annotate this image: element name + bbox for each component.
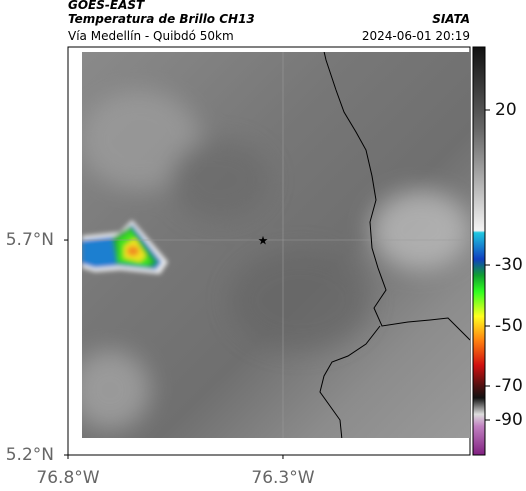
datetime: 2024-06-01 20:19	[362, 29, 470, 43]
ticks: 5.7°N 5.2°N 76.8°W 76.3°W 20 -30 -50 -70 -90	[6, 100, 523, 488]
subtitle: Vía Medellín - Quibdó 50km	[68, 29, 234, 43]
source: SIATA	[432, 12, 470, 26]
lat-tick-label: 5.7°N	[6, 230, 54, 250]
colorbar-tick-label: -50	[495, 316, 523, 336]
colorbar-tick-label: -30	[495, 255, 523, 275]
lon-tick-label: 76.3°W	[251, 468, 314, 488]
colorbar-tick-label: -70	[495, 376, 523, 396]
colorbar-tick-label: 20	[495, 100, 517, 120]
lon-tick-label: 76.8°W	[36, 468, 99, 488]
lat-tick-label: 5.2°N	[6, 445, 54, 465]
colorbar	[472, 46, 486, 456]
title: Temperatura de Brillo CH13	[68, 12, 255, 26]
center-marker: ★	[258, 234, 269, 248]
product: GOES-EAST	[68, 0, 145, 12]
map-image	[82, 52, 470, 438]
colorbar-tick-label: -90	[495, 410, 523, 430]
